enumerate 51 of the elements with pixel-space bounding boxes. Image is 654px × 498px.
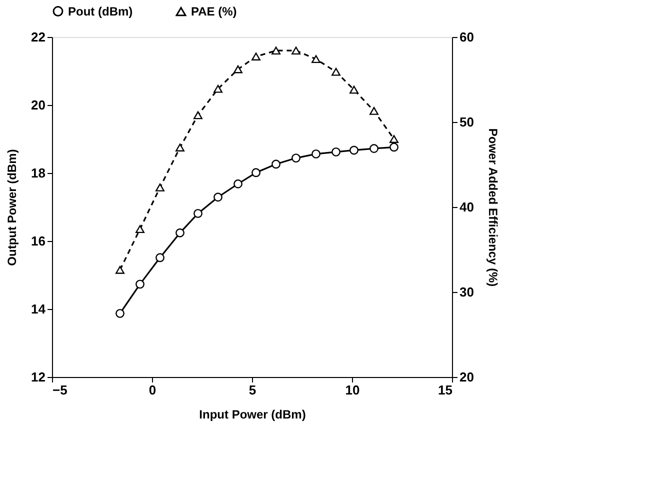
point [292, 46, 300, 55]
y-tick-label: 18 [31, 166, 46, 180]
y2-tick-label: 20 [460, 370, 474, 384]
point [136, 280, 144, 289]
point [252, 52, 260, 61]
point [194, 111, 202, 120]
y-tick-label: 16 [31, 234, 46, 248]
point [176, 228, 184, 238]
y2-tick-label: 30 [460, 284, 474, 300]
y-tick-label: 12 [31, 370, 46, 384]
point [272, 46, 280, 55]
point [116, 266, 124, 274]
point [272, 160, 280, 169]
y-tick-label: 14 [31, 302, 46, 316]
point [350, 86, 358, 94]
y-tick-label: 20 [31, 98, 46, 112]
x-axis-title: Input Power (dBm) [199, 408, 306, 422]
legend-label: PAE (%) [191, 4, 237, 19]
point [370, 106, 378, 115]
y2-tick-label: 50 [460, 114, 474, 130]
point [332, 68, 340, 76]
y2-tick-label: 60 [460, 30, 474, 44]
y-axis-title: Output Power (dBm) [5, 149, 20, 266]
y-tick-label: 22 [31, 30, 46, 44]
x-tick-label: −5 [52, 382, 68, 398]
point [136, 225, 144, 234]
point [214, 192, 222, 202]
point [234, 179, 242, 188]
point [156, 183, 164, 192]
point [350, 146, 358, 155]
x-tick-label: 10 [345, 382, 360, 398]
legend-label: Pout (dBm) [68, 4, 133, 18]
point [194, 208, 202, 218]
point [252, 168, 260, 178]
x-tick-label: 5 [248, 382, 256, 398]
point [312, 149, 320, 158]
x-tick-label: 0 [148, 382, 156, 398]
point [214, 84, 222, 93]
point [332, 147, 340, 156]
point [234, 65, 242, 74]
x-tick-label: 15 [438, 382, 452, 398]
point [292, 154, 300, 163]
point [370, 144, 378, 153]
y2-axis-title: Power Added Efficiency (%) [486, 128, 500, 287]
point [390, 135, 398, 143]
point [176, 144, 184, 152]
point [312, 55, 320, 64]
point [156, 253, 164, 262]
point [116, 308, 124, 318]
y2-tick-label: 40 [460, 200, 474, 214]
point [390, 142, 398, 152]
